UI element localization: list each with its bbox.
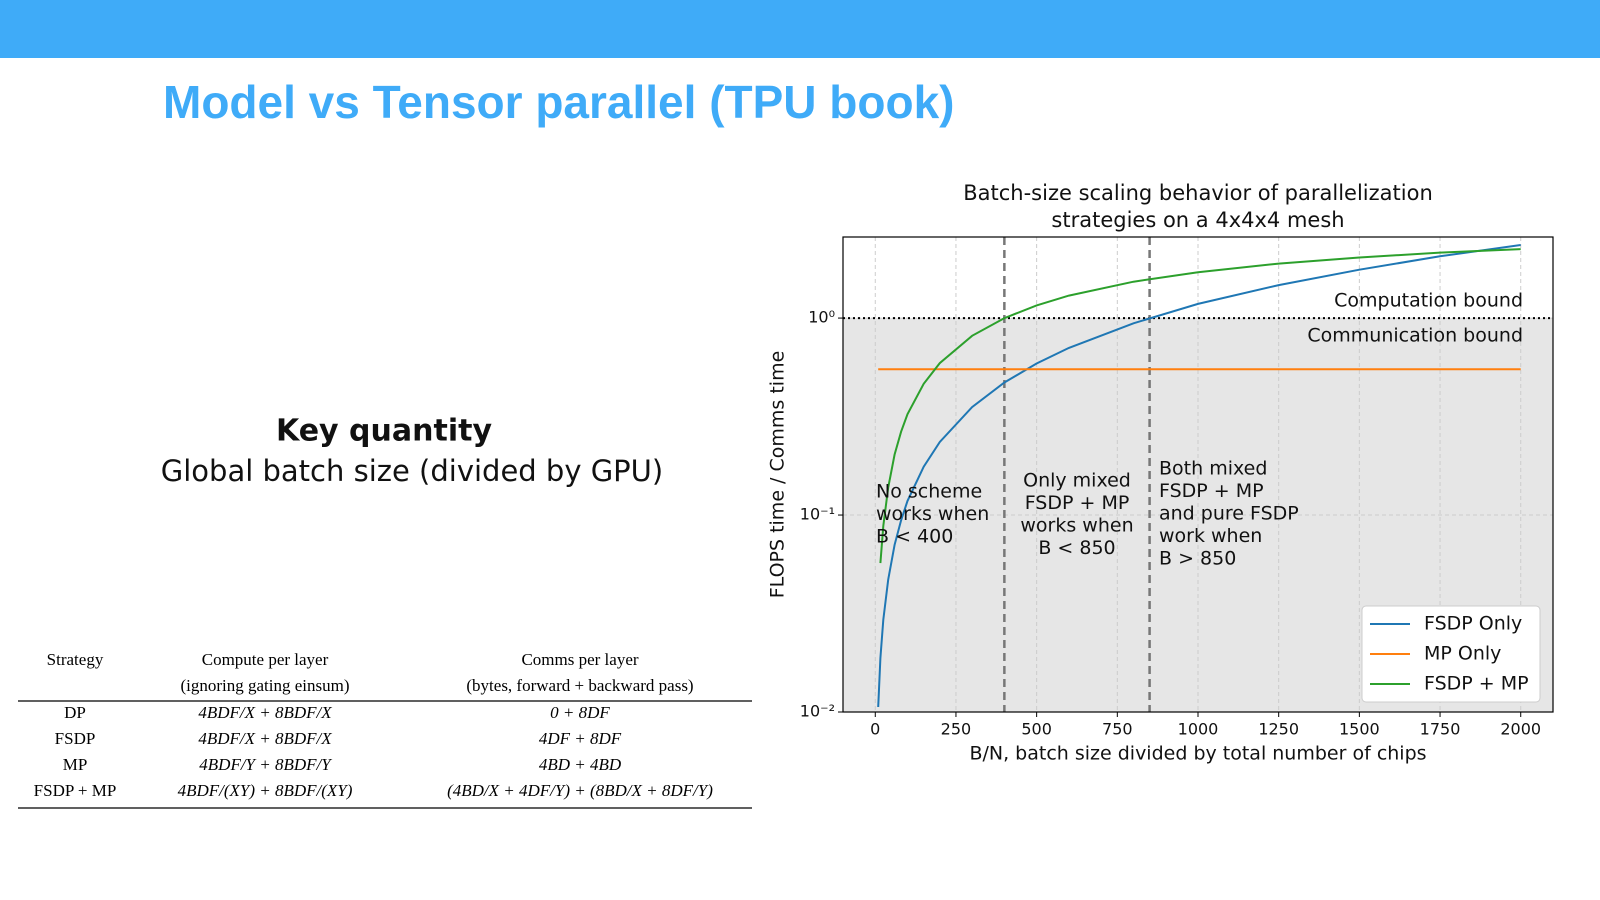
table-cell: 4BDF/Y + 8BDF/Y bbox=[199, 755, 332, 774]
legend-label: FSDP + MP bbox=[1424, 673, 1529, 695]
annotation: works when bbox=[876, 503, 989, 525]
annotation: B < 400 bbox=[876, 526, 953, 548]
annotation: works when bbox=[1020, 515, 1133, 537]
chart-title: strategies on a 4x4x4 mesh bbox=[1051, 208, 1344, 232]
x-tick-label: 1250 bbox=[1258, 720, 1299, 739]
x-axis-label: B/N, batch size divided by total number … bbox=[969, 743, 1426, 765]
table-cell: DP bbox=[64, 703, 86, 722]
table-cell: 4BDF/(XY) + 8BDF/(XY) bbox=[178, 781, 353, 800]
table-cell: (4BD/X + 4DF/Y) + (8BD/X + 8DF/Y) bbox=[447, 781, 713, 800]
top-bar bbox=[0, 0, 1600, 58]
x-tick-label: 500 bbox=[1021, 720, 1052, 739]
annotation: No scheme bbox=[876, 481, 982, 503]
table-cell: 4BDF/X + 8BDF/X bbox=[198, 703, 332, 722]
annotation: Both mixed bbox=[1159, 458, 1267, 480]
annotation: Only mixed bbox=[1023, 470, 1131, 492]
table-header: Compute per layer bbox=[202, 650, 329, 669]
region-label: Computation bound bbox=[1334, 290, 1523, 312]
series-line bbox=[879, 248, 1521, 564]
x-tick-label: 250 bbox=[941, 720, 972, 739]
annotation: work when bbox=[1159, 525, 1262, 547]
x-tick-label: 0 bbox=[870, 720, 880, 739]
y-tick-label: 10⁰ bbox=[808, 308, 835, 327]
key-text: Global batch size (divided by GPU) bbox=[161, 454, 663, 488]
table-cell: FSDP bbox=[55, 729, 96, 748]
annotation: B > 850 bbox=[1159, 548, 1236, 570]
y-tick-label: 10⁻¹ bbox=[800, 505, 835, 524]
region-label: Communication bound bbox=[1307, 325, 1523, 347]
annotation: and pure FSDP bbox=[1159, 503, 1299, 525]
plot-frame bbox=[842, 236, 1554, 713]
legend-label: MP Only bbox=[1424, 643, 1501, 665]
legend-box bbox=[1361, 605, 1541, 703]
table-header: (bytes, forward + backward pass) bbox=[466, 676, 693, 695]
series-line bbox=[877, 244, 1521, 708]
y-tick-label: 10⁻² bbox=[800, 702, 835, 721]
x-tick-label: 1000 bbox=[1178, 720, 1219, 739]
table-cell: FSDP + MP bbox=[34, 781, 117, 800]
annotation: B < 850 bbox=[1038, 537, 1115, 559]
table-cell: 4BDF/X + 8BDF/X bbox=[198, 729, 332, 748]
slide-title: Model vs Tensor parallel (TPU book) bbox=[163, 76, 955, 128]
table-cell: 4BD + 4BD bbox=[539, 755, 622, 774]
chart-title: Batch-size scaling behavior of paralleli… bbox=[963, 181, 1433, 205]
x-tick-label: 750 bbox=[1102, 720, 1133, 739]
table-cell: 0 + 8DF bbox=[550, 703, 610, 722]
annotation: FSDP + MP bbox=[1159, 480, 1264, 502]
key-heading: Key quantity bbox=[276, 414, 492, 449]
table-cell: MP bbox=[63, 755, 88, 774]
table-header: Strategy bbox=[47, 650, 104, 669]
x-tick-label: 1500 bbox=[1339, 720, 1380, 739]
annotation: FSDP + MP bbox=[1025, 492, 1130, 514]
x-tick-label: 1750 bbox=[1420, 720, 1461, 739]
table-header: Comms per layer bbox=[521, 650, 638, 669]
table-header: (ignoring gating einsum) bbox=[180, 676, 349, 695]
legend-label: FSDP Only bbox=[1424, 613, 1522, 635]
y-axis-label: FLOPS time / Comms time bbox=[767, 351, 789, 599]
x-tick-label: 2000 bbox=[1500, 720, 1541, 739]
table-cell: 4DF + 8DF bbox=[539, 729, 622, 748]
